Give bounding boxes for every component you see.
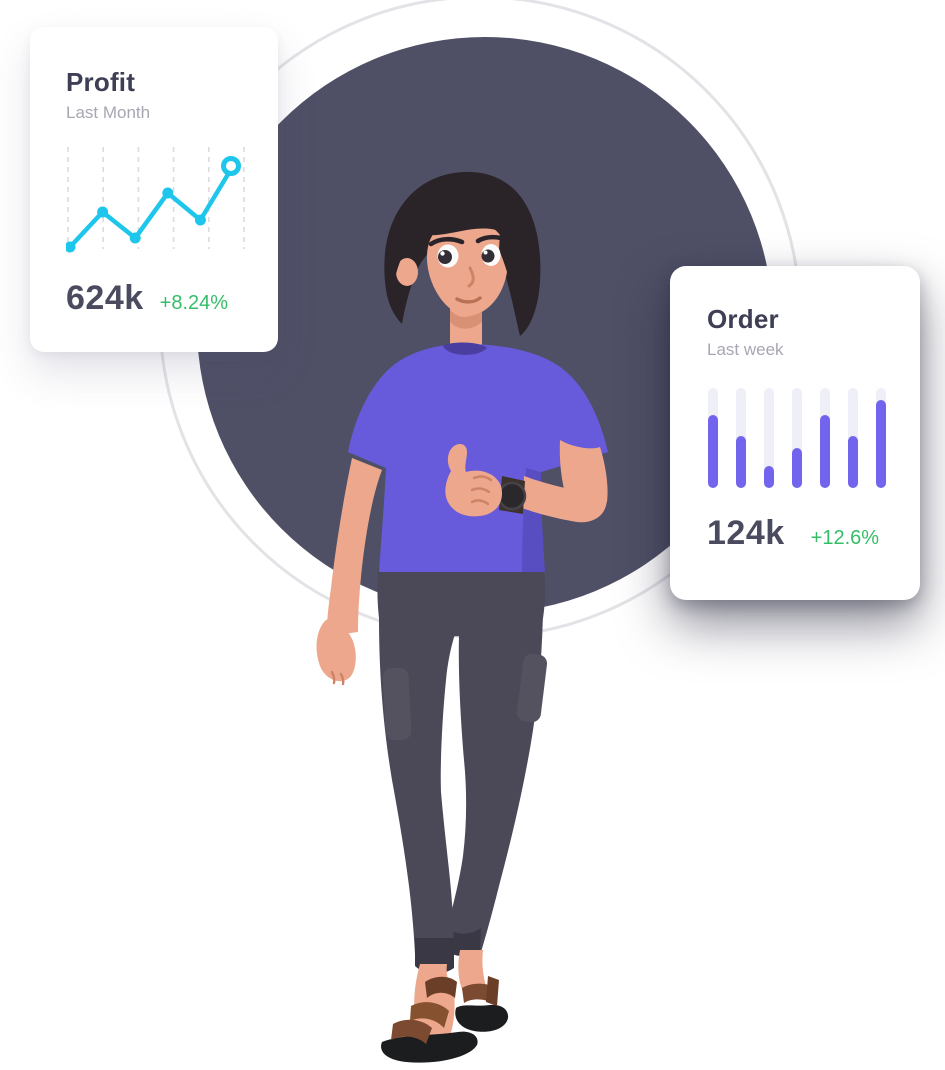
profit-stats: 624k +8.24% — [66, 279, 250, 318]
order-bar-chart — [708, 388, 886, 488]
character-illustration — [316, 171, 608, 1063]
left-eye-glint — [440, 251, 445, 256]
neck-shadow — [450, 306, 482, 329]
rear-sandal-sole — [455, 1004, 509, 1032]
collar — [443, 342, 487, 355]
left-hand — [316, 618, 356, 682]
profit-title: Profit — [66, 67, 136, 97]
ear — [396, 258, 418, 286]
front-sandal-ankle-strap — [425, 976, 457, 998]
left-cargo-pocket — [382, 667, 412, 741]
hair-side — [499, 232, 529, 322]
right-leg — [443, 610, 543, 952]
left-forearm — [327, 458, 382, 636]
pants-hips — [377, 568, 546, 637]
thumbs-up-knuckles — [470, 475, 493, 506]
profit-value: 624k — [66, 279, 144, 317]
profit-card: Profit Last Month 624k +8.24% — [30, 27, 278, 352]
right-arm-thumbs-up — [445, 440, 608, 523]
left-hand-fingers — [330, 670, 345, 686]
rear-sandal-heel-strap — [486, 976, 499, 1006]
character-head — [384, 171, 541, 336]
profit-change: +8.24% — [159, 292, 229, 314]
watch-face — [497, 481, 527, 511]
nose — [467, 266, 475, 288]
character-torso — [348, 304, 608, 572]
right-forearm — [522, 476, 608, 523]
eyes — [437, 244, 501, 268]
right-eye-glint — [483, 250, 488, 255]
right-iris — [481, 249, 495, 263]
front-sandal-mid-strap — [410, 1002, 449, 1028]
hair-fringe — [394, 185, 535, 278]
order-card: Order Last week 124k +12.6% — [670, 266, 920, 600]
rear-ankle — [458, 950, 486, 992]
profit-subtitle: Last Month — [66, 103, 151, 122]
eyebrows — [428, 234, 509, 247]
order-change: +12.6% — [810, 527, 880, 549]
order-title: Order — [707, 304, 779, 334]
right-upper-arm — [559, 440, 608, 504]
front-sandal-sole — [381, 1031, 478, 1063]
t-shirt — [348, 344, 608, 572]
left-iris — [438, 250, 452, 264]
thumbs-up-hand — [445, 444, 503, 517]
front-sandal-toe-strap — [391, 1019, 432, 1044]
order-value: 124k — [707, 514, 785, 552]
right-cargo-pocket — [516, 653, 548, 723]
mouth — [455, 296, 482, 304]
character-legs — [377, 568, 548, 1063]
face — [426, 220, 508, 316]
profit-line-chart — [66, 147, 245, 253]
order-subtitle: Last week — [707, 340, 784, 359]
background-circle — [197, 37, 773, 613]
left-arm — [316, 458, 382, 686]
order-stats: 124k +12.6% — [707, 514, 892, 553]
